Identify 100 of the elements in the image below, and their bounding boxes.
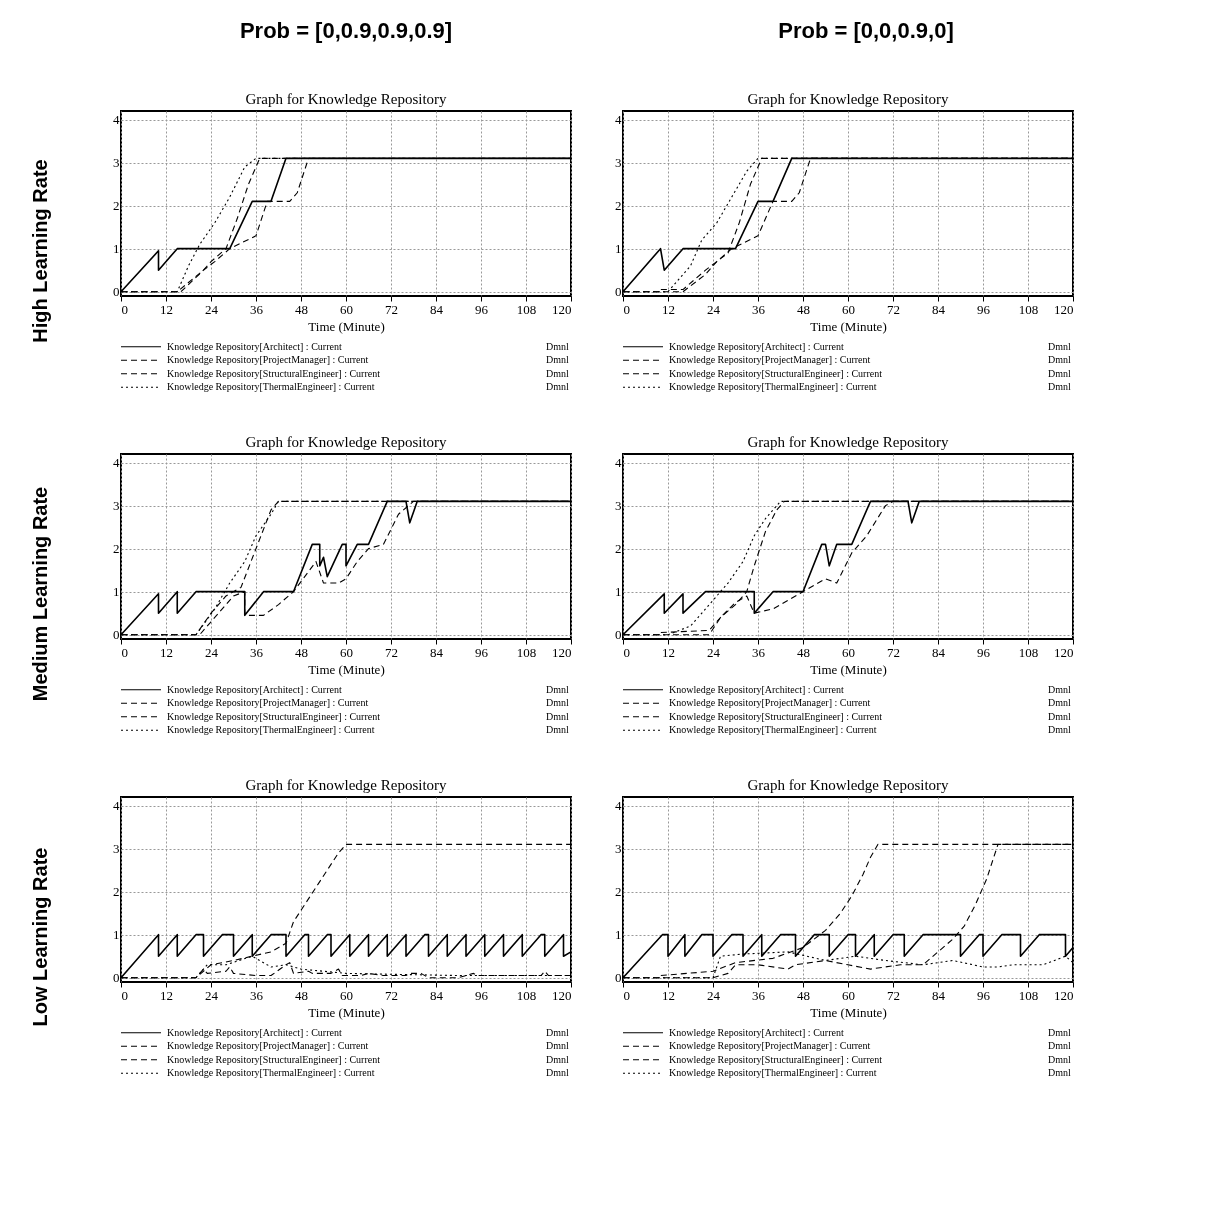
y-tick-label: 0 (615, 970, 622, 986)
text: Dmnl (546, 340, 569, 352)
x-tick-label: 120 (552, 987, 572, 1003)
x-tick-label: 96 (475, 301, 489, 317)
text: Dmnl (1048, 1053, 1071, 1065)
y-tick-label: 3 (113, 155, 120, 171)
text: Dmnl (1048, 724, 1071, 736)
x-tick-label: 60 (340, 301, 353, 317)
x-axis-title: Time (Minute) (810, 318, 887, 334)
x-tick-label: 24 (205, 987, 219, 1003)
x-tick-label: 120 (552, 301, 572, 317)
x-tick-label: 120 (1054, 987, 1074, 1003)
chart-title: Graph for Knowledge Repository (245, 91, 448, 107)
text: Dmnl (1048, 367, 1071, 379)
text: Dmnl (546, 697, 569, 709)
x-tick-label: 12 (662, 987, 675, 1003)
x-tick-label: 48 (295, 644, 308, 660)
text: High Learning Rate (29, 159, 51, 343)
legend-label: Knowledge Repository[ProjectManager] : Current (167, 697, 369, 709)
y-tick-label: 0 (615, 627, 622, 643)
x-tick-label: 108 (1018, 644, 1039, 660)
y-tick-label: 4 (615, 455, 622, 471)
y-tick-label: 4 (113, 112, 120, 128)
chart-title: Graph for Knowledge Repository (747, 434, 950, 450)
y-tick-label: 1 (615, 241, 622, 257)
x-tick-label: 60 (842, 644, 855, 660)
x-tick-label: 60 (842, 987, 855, 1003)
text: Dmnl (546, 367, 569, 379)
legend-label: Knowledge Repository[Architect] : Current (167, 683, 342, 695)
text: Dmnl (546, 683, 569, 695)
legend-label: Knowledge Repository[StructuralEngineer] : Current (669, 710, 883, 722)
x-tick-label: 96 (977, 987, 991, 1003)
y-tick-label: 2 (113, 884, 120, 900)
y-tick-label: 3 (615, 498, 622, 514)
x-tick-label: 36 (752, 301, 766, 317)
y-tick-label: 2 (615, 884, 622, 900)
x-tick-label: 48 (797, 301, 810, 317)
text: Low Learning Rate (29, 847, 51, 1027)
x-tick-label: 72 (887, 301, 900, 317)
y-tick-label: 0 (113, 284, 120, 300)
x-tick-label: 84 (430, 301, 444, 317)
x-tick-label: 108 (1018, 987, 1039, 1003)
x-tick-label: 48 (295, 301, 308, 317)
legend-label: Knowledge Repository[ThermalEngineer] : Current (167, 381, 375, 393)
x-tick-label: 48 (797, 644, 810, 660)
chart-title: Graph for Knowledge Repository (747, 777, 950, 793)
y-tick-label: 0 (113, 627, 120, 643)
legend-label: Knowledge Repository[ThermalEngineer] : Current (669, 1067, 877, 1079)
legend-label: Knowledge Repository[Architect] : Current (669, 1026, 844, 1038)
text: Dmnl (546, 354, 569, 366)
x-tick-label: 72 (385, 987, 398, 1003)
chart-title: Graph for Knowledge Repository (747, 91, 950, 107)
x-axis-title: Time (Minute) (308, 1004, 385, 1020)
x-tick-label: 72 (887, 987, 900, 1003)
text: Dmnl (1048, 381, 1071, 393)
x-tick-label: 60 (340, 987, 353, 1003)
legend-label: Knowledge Repository[ProjectManager] : Current (669, 1040, 871, 1052)
x-tick-label: 36 (250, 987, 264, 1003)
x-tick-label: 24 (205, 301, 219, 317)
y-tick-label: 4 (113, 798, 120, 814)
y-tick-label: 2 (113, 198, 120, 214)
text: Dmnl (1048, 1040, 1071, 1052)
x-tick-label: 12 (662, 301, 675, 317)
y-tick-label: 1 (615, 584, 622, 600)
x-tick-label: 84 (932, 301, 946, 317)
legend-label: Knowledge Repository[StructuralEngineer] : Current (669, 367, 883, 379)
x-tick-label: 84 (430, 644, 444, 660)
x-axis-title: Time (Minute) (308, 318, 385, 334)
text: Prob = [0,0.9,0.9,0.9] (239, 18, 453, 43)
x-tick-label: 108 (516, 987, 537, 1003)
y-tick-label: 1 (615, 927, 622, 943)
legend-label: Knowledge Repository[StructuralEngineer] : Current (167, 710, 381, 722)
text: Dmnl (1048, 354, 1071, 366)
y-tick-label: 2 (615, 198, 622, 214)
text: Dmnl (546, 724, 569, 736)
legend-label: Knowledge Repository[ProjectManager] : Current (167, 1040, 369, 1052)
legend-label: Knowledge Repository[Architect] : Current (669, 340, 844, 352)
x-tick-label: 120 (552, 644, 572, 660)
y-tick-label: 0 (615, 284, 622, 300)
legend-label: Knowledge Repository[ProjectManager] : Current (669, 354, 871, 366)
text: Dmnl (1048, 1026, 1071, 1038)
legend-label: Knowledge Repository[Architect] : Current (167, 340, 342, 352)
legend-label: Knowledge Repository[ProjectManager] : Current (669, 697, 871, 709)
x-tick-label: 12 (160, 301, 173, 317)
x-tick-label: 96 (977, 301, 991, 317)
x-tick-label: 96 (977, 644, 991, 660)
x-tick-label: 36 (752, 987, 766, 1003)
y-tick-label: 4 (615, 112, 622, 128)
x-tick-label: 84 (430, 987, 444, 1003)
legend-label: Knowledge Repository[ThermalEngineer] : Current (669, 381, 877, 393)
text: Dmnl (1048, 340, 1071, 352)
text: Dmnl (1048, 683, 1071, 695)
legend-label: Knowledge Repository[ThermalEngineer] : Current (167, 1067, 375, 1079)
y-tick-label: 3 (615, 155, 622, 171)
x-tick-label: 24 (707, 987, 721, 1003)
x-tick-label: 36 (250, 644, 264, 660)
y-tick-label: 2 (113, 541, 120, 557)
x-tick-label: 36 (250, 301, 264, 317)
text: Dmnl (546, 1040, 569, 1052)
legend-label: Knowledge Repository[StructuralEngineer] : Current (167, 1053, 381, 1065)
